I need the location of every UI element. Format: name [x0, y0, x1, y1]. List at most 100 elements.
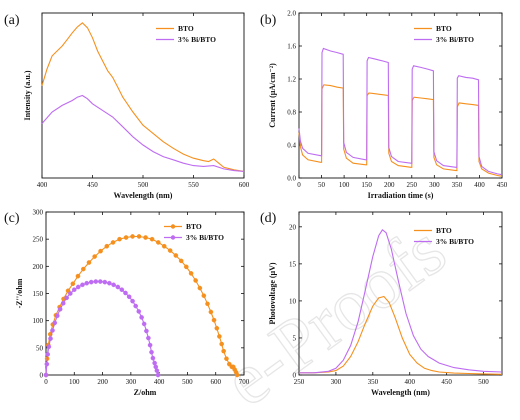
panel-d: (d) 250 300 350 400 450 500 0 5 10 15 20 Wavelength … — [260, 211, 503, 397]
panel-c-series-bi-bto-point — [155, 372, 161, 378]
panel-b-y-tick-label: 0.4 — [287, 142, 296, 150]
panel-c-series-bi-bto-point — [75, 284, 81, 290]
panel-c-series-bi-bto-point — [136, 309, 142, 314]
panel-c-series-bto-point — [155, 240, 161, 245]
panel-c-y-tick-label: 150 — [33, 290, 44, 298]
panel-c-series-bto-point — [92, 254, 97, 259]
panel-c-series-bto-point — [205, 301, 210, 307]
panel-a-x-tick-label: 400 — [37, 181, 48, 189]
panel-b-x-tick-label: 100 — [339, 181, 350, 189]
panel-c-series-bi-bto-point — [149, 349, 154, 355]
panel-c-series-bi-bto-point — [46, 344, 52, 350]
panel-c-series-bto-point — [161, 243, 167, 249]
panel-c-series-bi-bto-point — [71, 287, 77, 292]
panel-c-series-bi-bto-legend-label: 3% Bi/BTO — [186, 233, 224, 242]
panel-c-series-bi-bto-point — [146, 335, 151, 341]
panel-d-x-tick-label: 250 — [294, 378, 305, 386]
panel-c-x-tick-label: 600 — [210, 378, 221, 386]
panel-b-x-tick-label: 200 — [384, 181, 395, 189]
panel-c-x-tick-label: 100 — [69, 378, 80, 386]
panel-c-x-tick-label: 400 — [154, 378, 165, 386]
panel-a-x-tick-label: 500 — [138, 181, 149, 189]
panel-c-series-bto-point — [70, 281, 76, 287]
panel-c-series-bi-bto-point — [154, 368, 160, 373]
panel-c-series-bto-point — [110, 240, 116, 245]
panel-c-series-bto-point — [219, 341, 224, 347]
panel-c-x-tick-label: 500 — [182, 378, 193, 386]
panel-b-series-bi-bto-legend-label: 3% Bi/BTO — [436, 35, 474, 44]
panel-b-x-tick-label: 0 — [297, 181, 301, 189]
panel-b-x-tick-label: 300 — [429, 181, 440, 189]
panel-c-series-bi-bto-point — [45, 352, 50, 357]
panel-d-y-tick-label: 10 — [289, 297, 297, 305]
panel-c-series-bto-point — [143, 235, 148, 240]
panel-d-x-axis-title: Wavelength (nm) — [371, 388, 430, 397]
panel-c-y-tick-label: 100 — [33, 317, 44, 325]
panel-b-x-tick-label: 400 — [474, 181, 485, 189]
panel-c-series-bto-point — [167, 248, 173, 253]
panel-c-series-bi-bto-point — [57, 306, 63, 312]
panel-c-series-bi-bto-point — [102, 279, 108, 285]
panel-b-x-tick-label: 350 — [452, 181, 463, 189]
panel-c-series-bto-point — [104, 243, 110, 249]
panel-c-series-bto-point — [183, 264, 189, 270]
panel-c-series-bi-bto-point — [152, 360, 157, 366]
panel-c-series-bi-bto-point — [119, 287, 125, 292]
panel-c-series-bi-bto-point — [43, 372, 49, 378]
panel-a-letter: (a) — [4, 13, 20, 28]
panel-c-series-bto-point — [178, 258, 184, 264]
panel-a-x-tick-label: 450 — [87, 181, 98, 189]
panel-b-series-bto-line — [298, 84, 503, 177]
panel-c-series-bi-bto-point — [48, 336, 53, 341]
panel-a-series-bi-bto-line — [41, 94, 245, 172]
panel-b-x-axis-title: Irradiation time (s) — [368, 191, 434, 200]
panel-c-series-bto-point — [224, 356, 229, 362]
panel-d-series-bto-legend-label: BTO — [436, 226, 452, 235]
panel-c-series-bto-point — [123, 235, 129, 240]
panel-c-series-bi-bto-point — [144, 328, 149, 334]
panel-c-series-bi-bto-point — [153, 364, 159, 370]
panel-a-x-tick-label: 600 — [239, 181, 250, 189]
panel-d-x-tick-label: 500 — [478, 378, 489, 386]
panel-c-series-bi-bto-point — [52, 320, 58, 326]
panel-c-series-bi-bto-point — [130, 298, 135, 304]
panel-c-series-bi-bto-point — [55, 313, 60, 319]
panel-d-x-tick-label: 400 — [404, 378, 415, 386]
panel-b-y-axis-title: Current (μA/cm⁻²) — [268, 63, 277, 128]
panel-c-series-bto-point — [221, 348, 226, 354]
panel-c-series-bi-bto-point — [68, 291, 73, 296]
panel-c-x-tick-label: 300 — [126, 378, 137, 386]
panel-c-series-bi-bto-point — [115, 284, 121, 290]
panel-c-series-bto-point — [201, 293, 207, 298]
panel-c-series-bi-bto-point — [111, 282, 116, 288]
panel-c-series-bi-bto-point — [80, 282, 85, 288]
panel-b-x-tick-label: 50 — [318, 181, 326, 189]
panel-b-y-tick-label: 1.6 — [287, 43, 296, 51]
panel-d-frame — [298, 211, 503, 376]
panel-c-y-tick-label: 50 — [36, 344, 44, 352]
panel-c-series-bi-bto-point — [84, 280, 90, 286]
panel-c-series-bto-point — [234, 372, 240, 378]
panel-c-series-bto-point — [214, 325, 220, 331]
panel-c-series-bi-bto-legend-marker — [170, 235, 176, 240]
panel-c-x-axis-title: Z/ohm — [134, 388, 157, 397]
panel-c-series-bto-point — [117, 236, 122, 242]
panel-c-y-tick-label: 0 — [40, 372, 44, 380]
panel-c-series-bto-point — [81, 266, 86, 272]
panel-c-y-axis-title: -Z''/ohm — [15, 278, 24, 308]
panel-c-y-tick-label: 250 — [33, 236, 44, 244]
panel-c-series-bi-bto-point — [123, 290, 128, 296]
panel-b-y-tick-label: 0.0 — [287, 175, 296, 183]
panel-c-series-bi-bto-line — [45, 280, 159, 376]
panel-c-letter: (c) — [4, 211, 20, 226]
panel-c-series-bi-bto-point — [133, 303, 138, 309]
panel-c-x-tick-label: 700 — [239, 378, 250, 386]
panel-c-series-bto-point — [136, 234, 142, 239]
panel-c-series-bto-legend-marker — [170, 224, 176, 229]
panel-c-series-bto-point — [98, 248, 103, 254]
panel-a-x-axis-title: Wavelength (nm) — [114, 191, 173, 200]
panel-c-series-bi-bto-point — [44, 361, 50, 367]
panel-c-x-tick-label: 200 — [97, 378, 108, 386]
panel-b-x-tick-label: 150 — [361, 181, 372, 189]
